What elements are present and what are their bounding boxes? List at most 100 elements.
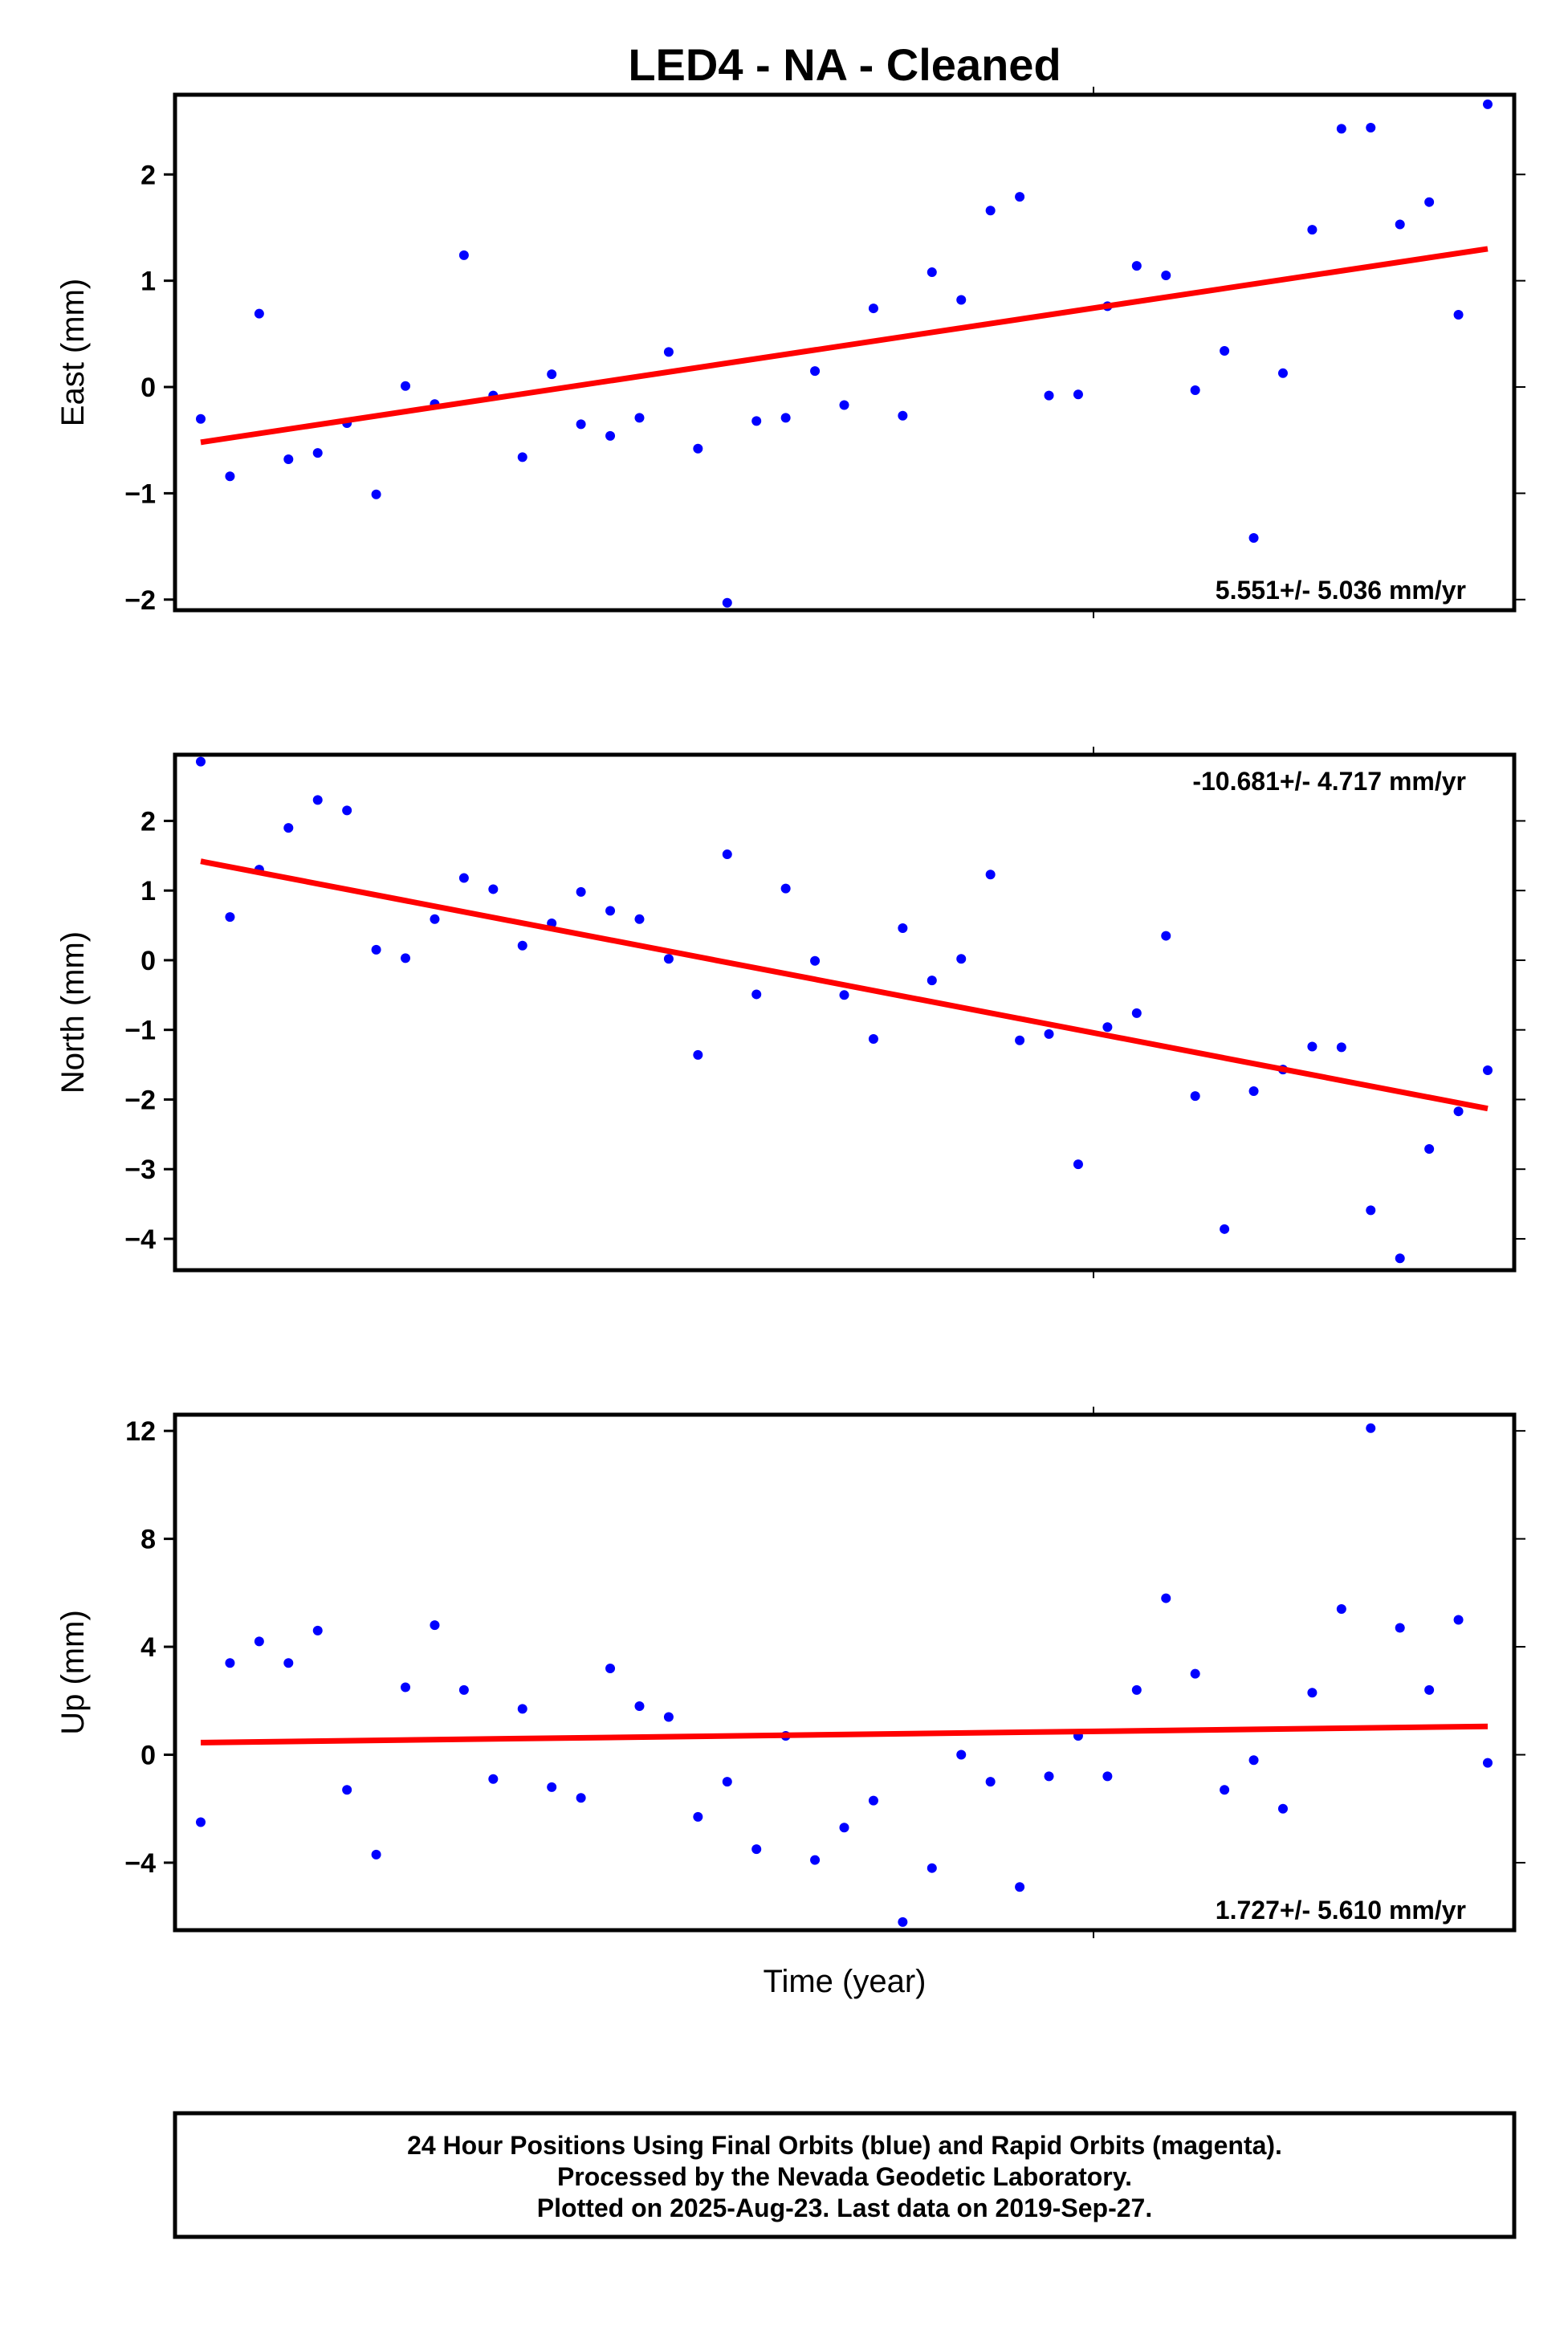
up-data-point (898, 1917, 908, 1927)
up-data-point (956, 1750, 967, 1760)
up-ytick-label: 0 (141, 1741, 156, 1771)
east-data-point (927, 267, 937, 278)
up-data-point (1220, 1785, 1230, 1795)
north-data-point (196, 756, 206, 767)
north-data-point (458, 873, 469, 883)
north-data-point (839, 990, 849, 1000)
east-data-point (780, 413, 791, 423)
north-data-point (780, 883, 791, 894)
east-data-point (722, 597, 732, 608)
north-data-point (1424, 1144, 1435, 1155)
up-data-point (751, 1844, 762, 1855)
north-data-point (1395, 1253, 1405, 1264)
north-data-point (401, 953, 411, 963)
north-data-point (663, 954, 674, 964)
north-data-point (985, 870, 996, 880)
north-data-point (1015, 1035, 1025, 1045)
east-data-point (1131, 261, 1142, 271)
east-data-point (1044, 390, 1054, 401)
east-data-point (1453, 310, 1464, 320)
up-data-point (868, 1795, 878, 1806)
east-data-point (663, 347, 674, 357)
north-data-point (927, 976, 937, 986)
north-ytick-label: 0 (141, 946, 156, 976)
east-data-point (225, 471, 235, 482)
east-data-point (1248, 532, 1259, 543)
east-data-point (371, 489, 381, 499)
east-data-point (1483, 99, 1493, 109)
footer-line-1: 24 Hour Positions Using Final Orbits (bl… (407, 2131, 1282, 2160)
up-data-point (196, 1817, 206, 1827)
up-data-point (1248, 1755, 1259, 1766)
north-data-point (342, 805, 352, 816)
east-data-point (898, 410, 908, 421)
north-rate-label: -10.681+/- 4.717 mm/yr (1192, 767, 1466, 796)
north-data-point (693, 1049, 703, 1060)
up-data-point (927, 1863, 937, 1873)
east-frame (173, 92, 1517, 613)
up-data-point (985, 1777, 996, 1787)
up-ytick-label: 12 (125, 1416, 156, 1447)
east-data-point (605, 430, 616, 441)
up-data-point (371, 1849, 381, 1860)
north-y-axis-label: North (mm) (55, 931, 91, 1094)
north-data-point (1248, 1086, 1259, 1097)
east-ytick-label: 1 (141, 267, 156, 297)
north-data-point (810, 955, 821, 966)
up-data-point (430, 1620, 440, 1631)
east-data-point (1190, 385, 1200, 395)
east-data-point (956, 295, 967, 305)
north-data-point (956, 954, 967, 964)
east-data-point (810, 366, 821, 377)
up-data-point (225, 1658, 235, 1668)
up-data-point (1366, 1423, 1376, 1433)
up-data-point (1044, 1771, 1054, 1782)
east-ytick-label: 2 (141, 160, 156, 190)
east-data-point (693, 443, 703, 454)
east-data-point (576, 419, 586, 430)
north-data-point (1453, 1106, 1464, 1117)
north-data-point (1044, 1029, 1054, 1039)
north-data-point (605, 906, 616, 916)
north-ytick-label: −4 (124, 1224, 156, 1255)
up-data-point (1424, 1684, 1435, 1695)
up-data-point (839, 1823, 849, 1833)
north-data-point (371, 944, 381, 955)
north-data-point (1073, 1159, 1083, 1170)
x-axis-label: Time (year) (764, 1964, 927, 1999)
east-data-point (458, 250, 469, 260)
footer-line-2: Processed by the Nevada Geodetic Laborat… (557, 2162, 1132, 2191)
up-data-point (547, 1782, 557, 1792)
north-data-point (225, 912, 235, 923)
east-data-point (401, 381, 411, 391)
east-data-point (254, 308, 264, 319)
north-ytick-label: −3 (124, 1155, 156, 1185)
north-data-point (751, 989, 762, 1000)
north-data-point (1161, 931, 1171, 941)
north-data-point (634, 914, 645, 924)
up-ytick-label: 8 (141, 1525, 156, 1555)
north-frame (173, 752, 1517, 1273)
up-data-point (1277, 1803, 1288, 1814)
up-data-point (810, 1855, 821, 1865)
up-trend-line (200, 1723, 1489, 1745)
north-data-point (488, 884, 499, 894)
east-data-point (1366, 123, 1376, 133)
north-ytick-label: 2 (141, 806, 156, 837)
up-data-point (401, 1682, 411, 1693)
east-data-point (634, 413, 645, 423)
east-data-point (985, 206, 996, 216)
up-data-point (1395, 1623, 1405, 1633)
north-ytick-label: 1 (141, 876, 156, 906)
up-data-point (634, 1701, 645, 1712)
up-data-point (1453, 1615, 1464, 1625)
up-data-point (1102, 1771, 1113, 1782)
north-data-point (283, 823, 294, 833)
up-data-point (1015, 1882, 1025, 1892)
up-frame (173, 1412, 1517, 1933)
north-data-point (576, 886, 586, 897)
up-y-axis-label: Up (mm) (55, 1610, 91, 1735)
east-data-point (312, 448, 323, 458)
east-y-axis-label: East (mm) (55, 279, 91, 426)
east-data-point (283, 454, 294, 465)
